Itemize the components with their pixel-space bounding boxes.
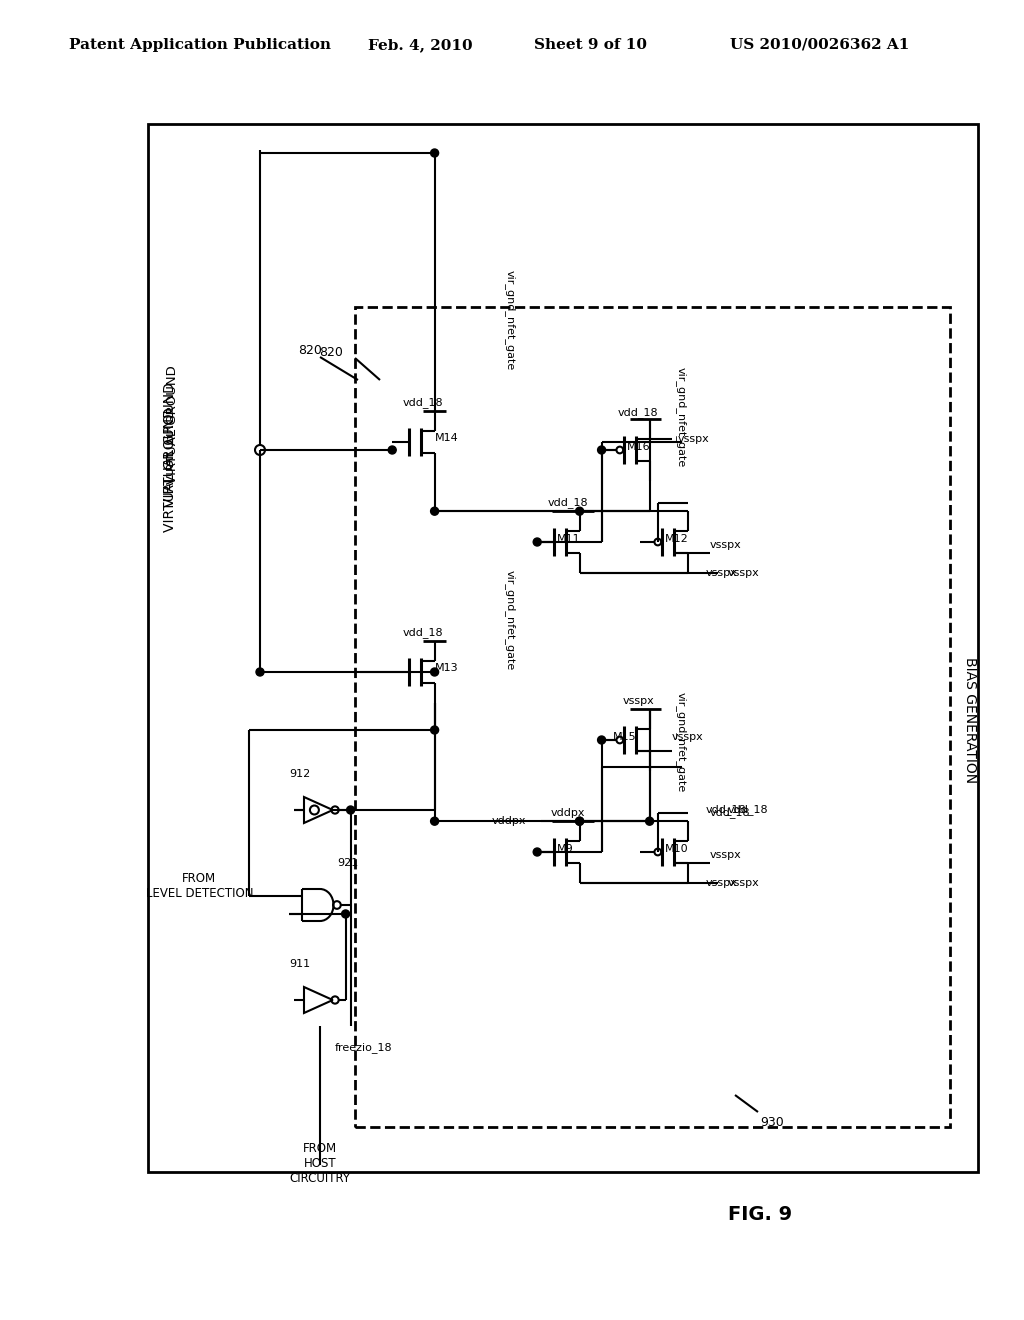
- Text: vir_gnd_nfet_gate: vir_gnd_nfet_gate: [676, 692, 687, 792]
- Text: vir_gnd_nfet_gate: vir_gnd_nfet_gate: [505, 570, 515, 671]
- Polygon shape: [304, 797, 333, 822]
- Circle shape: [575, 507, 584, 515]
- Text: US 2010/0026362 A1: US 2010/0026362 A1: [730, 38, 909, 51]
- Text: vir_gnd_nfet_gate: vir_gnd_nfet_gate: [676, 367, 687, 467]
- Text: VIRTUAL GROUND: VIRTUAL GROUND: [163, 383, 177, 507]
- Circle shape: [598, 737, 605, 744]
- Text: vsspx: vsspx: [728, 568, 760, 578]
- Text: 930: 930: [760, 1115, 783, 1129]
- Text: VIRTUAL GROUND: VIRTUAL GROUND: [166, 366, 178, 484]
- Circle shape: [534, 847, 542, 855]
- Text: vdd_18: vdd_18: [728, 804, 768, 814]
- Text: M11: M11: [557, 535, 581, 544]
- Text: M16: M16: [627, 442, 651, 453]
- Circle shape: [256, 668, 264, 676]
- Text: vsspx: vsspx: [672, 733, 703, 742]
- Text: vddpx: vddpx: [492, 816, 526, 826]
- Text: vsspx: vsspx: [710, 850, 741, 859]
- Polygon shape: [304, 987, 333, 1012]
- Circle shape: [598, 446, 605, 454]
- Circle shape: [431, 726, 438, 734]
- Text: vir_gnd_nfet_gate: vir_gnd_nfet_gate: [505, 269, 515, 370]
- Text: M9: M9: [557, 845, 573, 854]
- Text: vsspx: vsspx: [706, 878, 737, 888]
- Text: BIAS GENERATION: BIAS GENERATION: [963, 657, 977, 783]
- Circle shape: [575, 817, 584, 825]
- Text: freezio_18: freezio_18: [335, 1043, 392, 1053]
- Text: vsspx: vsspx: [728, 878, 760, 888]
- Text: 921: 921: [337, 858, 358, 869]
- Text: M15: M15: [613, 733, 637, 742]
- Text: Patent Application Publication: Patent Application Publication: [69, 38, 331, 51]
- Text: vdd_18: vdd_18: [618, 407, 658, 417]
- Text: M13: M13: [434, 663, 458, 673]
- Circle shape: [575, 817, 584, 825]
- Circle shape: [388, 446, 396, 454]
- Text: FROM
LEVEL DETECTION: FROM LEVEL DETECTION: [145, 873, 253, 900]
- Text: FIG. 9: FIG. 9: [728, 1205, 792, 1225]
- Text: Feb. 4, 2010: Feb. 4, 2010: [368, 38, 472, 51]
- Text: M10: M10: [666, 845, 689, 854]
- Text: M14: M14: [434, 433, 459, 442]
- Bar: [355, 308, 950, 1127]
- Text: 911: 911: [290, 960, 310, 969]
- Text: vdd_18: vdd_18: [706, 804, 746, 814]
- Text: vsspx: vsspx: [710, 540, 741, 550]
- Text: 912: 912: [290, 770, 310, 779]
- Text: 820: 820: [319, 346, 343, 359]
- Text: VIRTUAL GROUND: VIRTUAL GROUND: [163, 408, 177, 532]
- Text: vsspx: vsspx: [706, 568, 737, 578]
- Text: FROM
HOST
CIRCUITRY: FROM HOST CIRCUITRY: [290, 1142, 350, 1185]
- Text: vsspx: vsspx: [623, 696, 654, 706]
- Bar: [148, 124, 978, 1172]
- Text: M12: M12: [666, 535, 689, 544]
- Circle shape: [645, 817, 653, 825]
- Text: vdd_18: vdd_18: [710, 808, 751, 818]
- Text: vdd_18: vdd_18: [403, 397, 443, 408]
- Text: vsspx: vsspx: [678, 434, 710, 444]
- Circle shape: [431, 817, 438, 825]
- Text: Sheet 9 of 10: Sheet 9 of 10: [534, 38, 646, 51]
- Text: vddpx: vddpx: [551, 808, 586, 818]
- Circle shape: [534, 539, 542, 546]
- Circle shape: [431, 507, 438, 515]
- Circle shape: [431, 149, 438, 157]
- Text: vdd_18: vdd_18: [548, 498, 589, 508]
- Circle shape: [431, 668, 438, 676]
- Circle shape: [342, 909, 349, 917]
- Text: vdd_18: vdd_18: [403, 627, 443, 639]
- Text: 820: 820: [298, 343, 322, 356]
- Circle shape: [346, 807, 354, 814]
